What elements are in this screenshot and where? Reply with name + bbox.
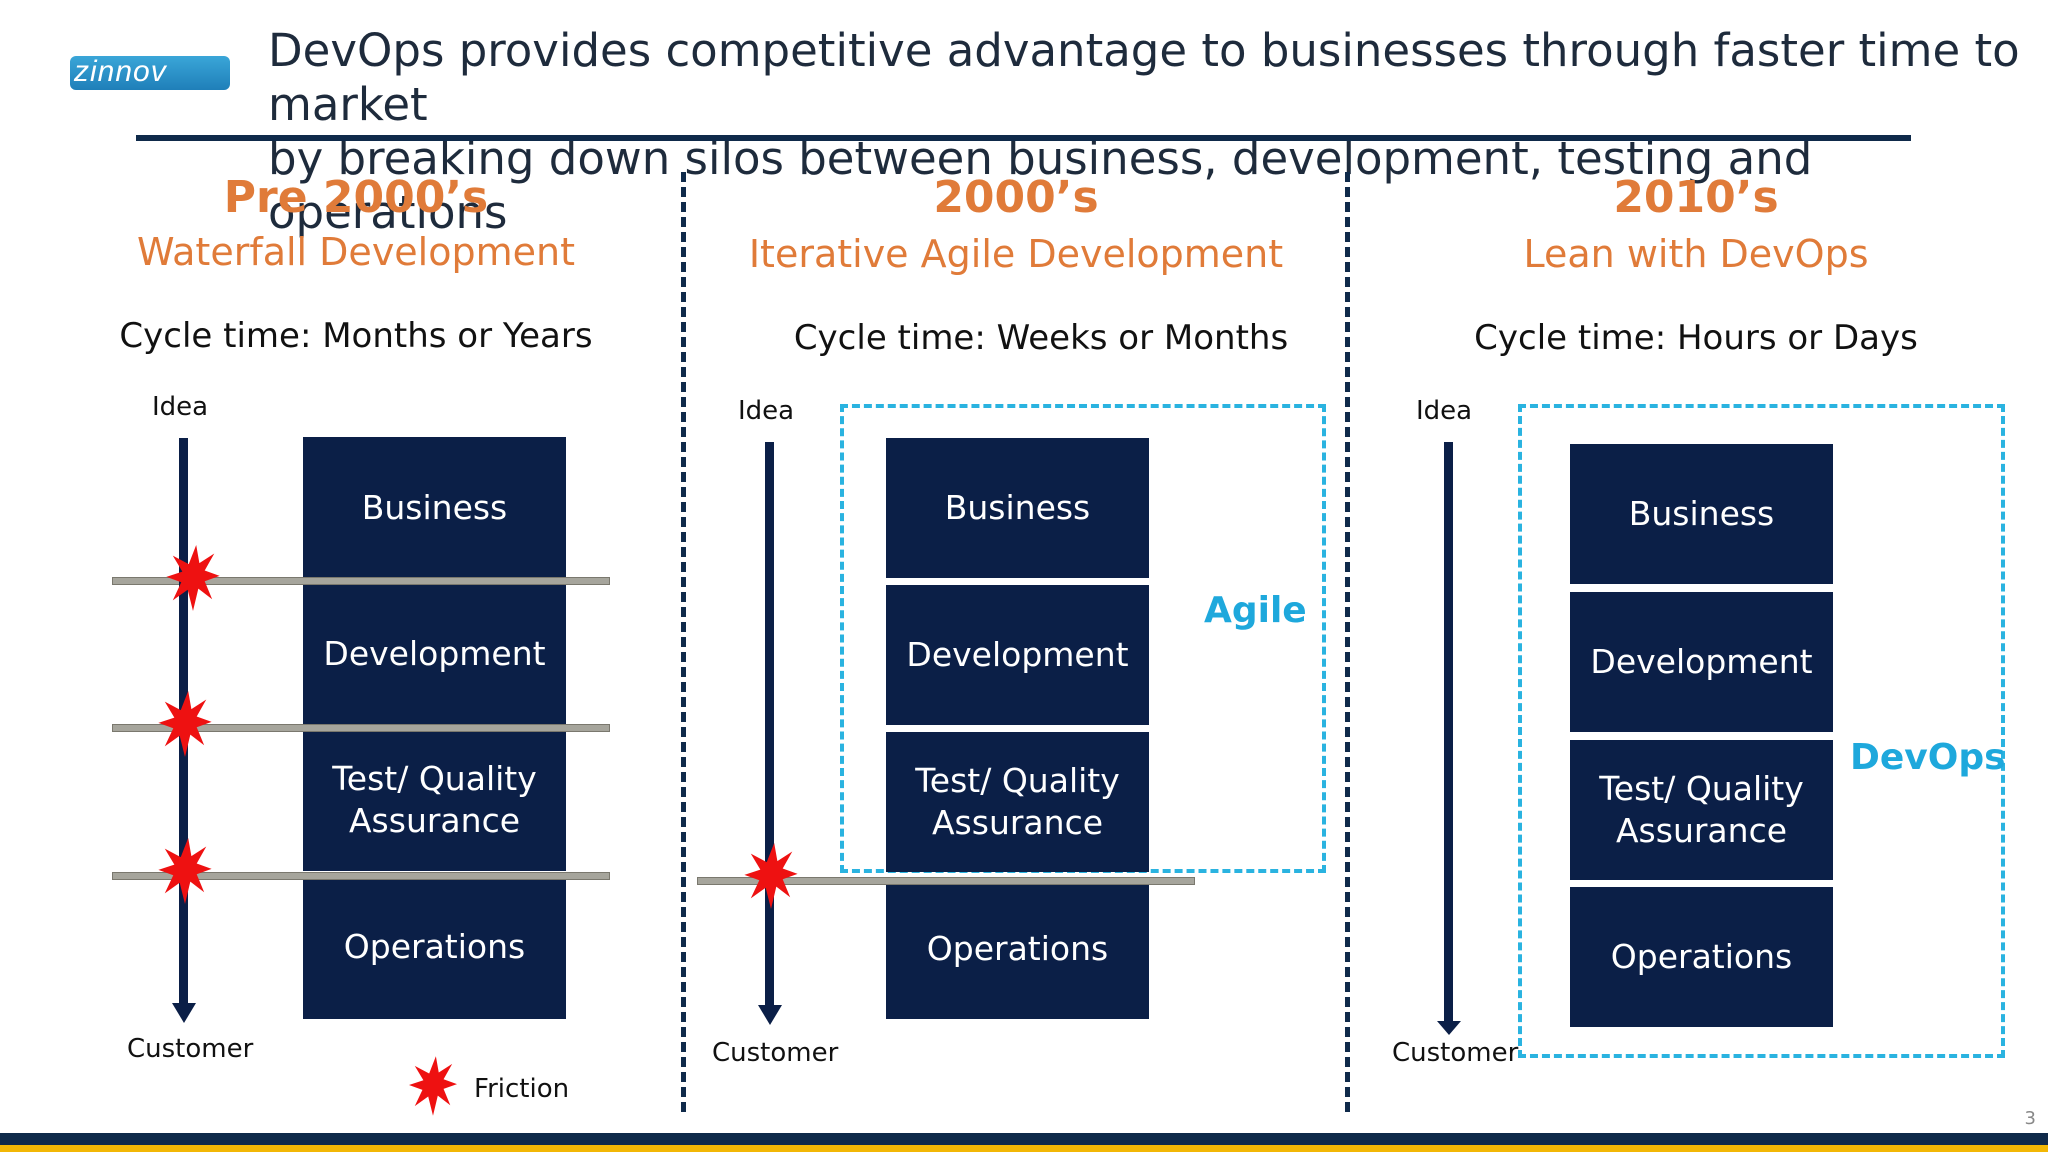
- col1-test-box: Test/ Quality Assurance: [303, 729, 566, 871]
- col1-silo-wall-3: [112, 872, 610, 880]
- column-divider-2: [1345, 172, 1350, 1112]
- devops-scope-box: [1518, 404, 2005, 1058]
- col2-silo-wall: [697, 877, 1195, 885]
- col2-test-box: Test/ Quality Assurance: [886, 732, 1149, 872]
- col1-idea-label: Idea: [152, 392, 209, 422]
- col1-development-label: Development: [323, 634, 546, 673]
- col2-method: Iterative Agile Development: [748, 232, 1284, 276]
- col2-test-label-1: Test/ Quality: [915, 761, 1120, 800]
- col1-development-box: Development: [303, 583, 566, 725]
- col3-operations-label: Operations: [1610, 937, 1793, 976]
- col2-business-box: Business: [886, 438, 1149, 578]
- col1-silo-wall-1: [112, 577, 610, 585]
- col1-test-label-2: Assurance: [348, 801, 521, 840]
- col3-test-label-2: Assurance: [1615, 811, 1788, 850]
- zinnov-logo: [70, 56, 230, 90]
- col1-friction-icon-2: [158, 691, 212, 757]
- col1-operations-box: Operations: [303, 875, 566, 1019]
- agile-label: Agile: [1204, 590, 1307, 631]
- col3-operations-box: Operations: [1570, 887, 1833, 1027]
- column-divider-1: [681, 172, 686, 1112]
- col2-flow-line: [765, 442, 774, 1008]
- legend-friction-icon: [409, 1056, 457, 1116]
- col1-method: Waterfall Development: [136, 230, 575, 274]
- col2-cycle-time: Cycle time: Weeks or Months: [793, 318, 1289, 358]
- col2-arrow-head-icon: [758, 1005, 782, 1025]
- col3-method: Lean with DevOps: [1523, 232, 1869, 276]
- col1-friction-icon-3: [158, 838, 212, 904]
- col2-development-box: Development: [886, 585, 1149, 725]
- col1-customer-label: Customer: [127, 1034, 254, 1064]
- col1-test-label-1: Test/ Quality: [332, 759, 537, 798]
- col2-idea-label: Idea: [738, 396, 795, 426]
- slide-title-line-1: DevOps provides competitive advantage to…: [268, 24, 2020, 131]
- logo-text: zinnov: [74, 55, 167, 88]
- col3-era: 2010’s: [1613, 172, 1779, 223]
- col1-arrow-head-icon: [172, 1003, 196, 1023]
- col3-business-label: Business: [1628, 494, 1775, 533]
- col2-operations-label: Operations: [926, 929, 1109, 968]
- col1-friction-icon-1: [166, 545, 220, 611]
- col2-customer-label: Customer: [712, 1038, 839, 1068]
- col1-era: Pre 2000’s: [223, 172, 489, 223]
- col3-test-label-1: Test/ Quality: [1599, 769, 1804, 808]
- col1-operations-label: Operations: [343, 927, 526, 966]
- col3-flow-line: [1444, 442, 1453, 1024]
- col1-silo-wall-2: [112, 724, 610, 732]
- col3-development-box: Development: [1570, 592, 1833, 732]
- footer-bar-gold: [0, 1145, 2048, 1152]
- header-rule: [136, 135, 1911, 141]
- col2-development-label: Development: [906, 635, 1129, 674]
- col1-business-box: Business: [303, 437, 566, 579]
- col2-era: 2000’s: [933, 172, 1099, 223]
- col1-cycle-time: Cycle time: Months or Years: [119, 316, 593, 356]
- col3-test-box: Test/ Quality Assurance: [1570, 740, 1833, 880]
- footer-bar-navy: [0, 1133, 2048, 1145]
- col3-arrow-head-icon: [1437, 1021, 1461, 1035]
- col2-friction-icon: [744, 843, 798, 909]
- col3-development-label: Development: [1590, 642, 1813, 681]
- devops-label: DevOps: [1850, 737, 2006, 778]
- legend-friction-label: Friction: [474, 1074, 570, 1104]
- col2-operations-box: Operations: [886, 879, 1149, 1019]
- page-number: 3: [2024, 1108, 2036, 1129]
- col1-business-label: Business: [361, 488, 508, 527]
- col3-customer-label: Customer: [1392, 1038, 1519, 1068]
- col3-business-box: Business: [1570, 444, 1833, 584]
- col3-idea-label: Idea: [1416, 396, 1473, 426]
- col2-test-label-2: Assurance: [931, 803, 1104, 842]
- col2-business-label: Business: [944, 488, 1091, 527]
- col3-cycle-time: Cycle time: Hours or Days: [1474, 318, 1918, 358]
